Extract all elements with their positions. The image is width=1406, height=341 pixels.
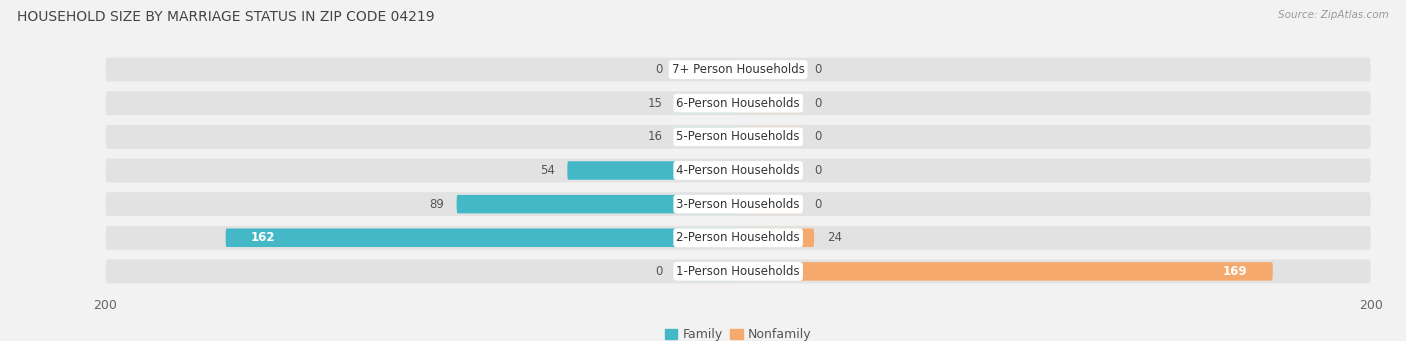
FancyBboxPatch shape	[675, 60, 738, 79]
Text: 2-Person Households: 2-Person Households	[676, 231, 800, 244]
Text: 0: 0	[814, 97, 821, 110]
Text: 0: 0	[814, 198, 821, 211]
FancyBboxPatch shape	[675, 94, 738, 113]
FancyBboxPatch shape	[738, 228, 814, 247]
FancyBboxPatch shape	[675, 128, 738, 146]
Text: 0: 0	[655, 63, 662, 76]
Text: 0: 0	[655, 265, 662, 278]
FancyBboxPatch shape	[105, 226, 1371, 250]
Text: 89: 89	[429, 198, 444, 211]
FancyBboxPatch shape	[675, 262, 738, 281]
FancyBboxPatch shape	[105, 192, 1371, 216]
FancyBboxPatch shape	[568, 161, 738, 180]
FancyBboxPatch shape	[105, 159, 1371, 182]
FancyBboxPatch shape	[738, 161, 801, 180]
FancyBboxPatch shape	[225, 228, 738, 247]
FancyBboxPatch shape	[738, 94, 801, 113]
Text: 24: 24	[827, 231, 842, 244]
Text: 169: 169	[1223, 265, 1247, 278]
Text: 0: 0	[814, 130, 821, 143]
Text: 0: 0	[814, 63, 821, 76]
FancyBboxPatch shape	[457, 195, 738, 213]
Text: HOUSEHOLD SIZE BY MARRIAGE STATUS IN ZIP CODE 04219: HOUSEHOLD SIZE BY MARRIAGE STATUS IN ZIP…	[17, 10, 434, 24]
FancyBboxPatch shape	[105, 260, 1371, 283]
Text: 3-Person Households: 3-Person Households	[676, 198, 800, 211]
Text: 162: 162	[252, 231, 276, 244]
FancyBboxPatch shape	[738, 60, 801, 79]
Text: 5-Person Households: 5-Person Households	[676, 130, 800, 143]
Text: 0: 0	[814, 164, 821, 177]
Text: 16: 16	[647, 130, 662, 143]
Text: 7+ Person Households: 7+ Person Households	[672, 63, 804, 76]
FancyBboxPatch shape	[105, 91, 1371, 115]
Text: 54: 54	[540, 164, 554, 177]
Text: 6-Person Households: 6-Person Households	[676, 97, 800, 110]
FancyBboxPatch shape	[105, 58, 1371, 81]
FancyBboxPatch shape	[738, 128, 801, 146]
Text: 15: 15	[647, 97, 662, 110]
Legend: Family, Nonfamily: Family, Nonfamily	[665, 328, 811, 341]
Text: Source: ZipAtlas.com: Source: ZipAtlas.com	[1278, 10, 1389, 20]
Text: 4-Person Households: 4-Person Households	[676, 164, 800, 177]
FancyBboxPatch shape	[738, 195, 801, 213]
FancyBboxPatch shape	[105, 125, 1371, 149]
FancyBboxPatch shape	[738, 262, 1272, 281]
Text: 1-Person Households: 1-Person Households	[676, 265, 800, 278]
